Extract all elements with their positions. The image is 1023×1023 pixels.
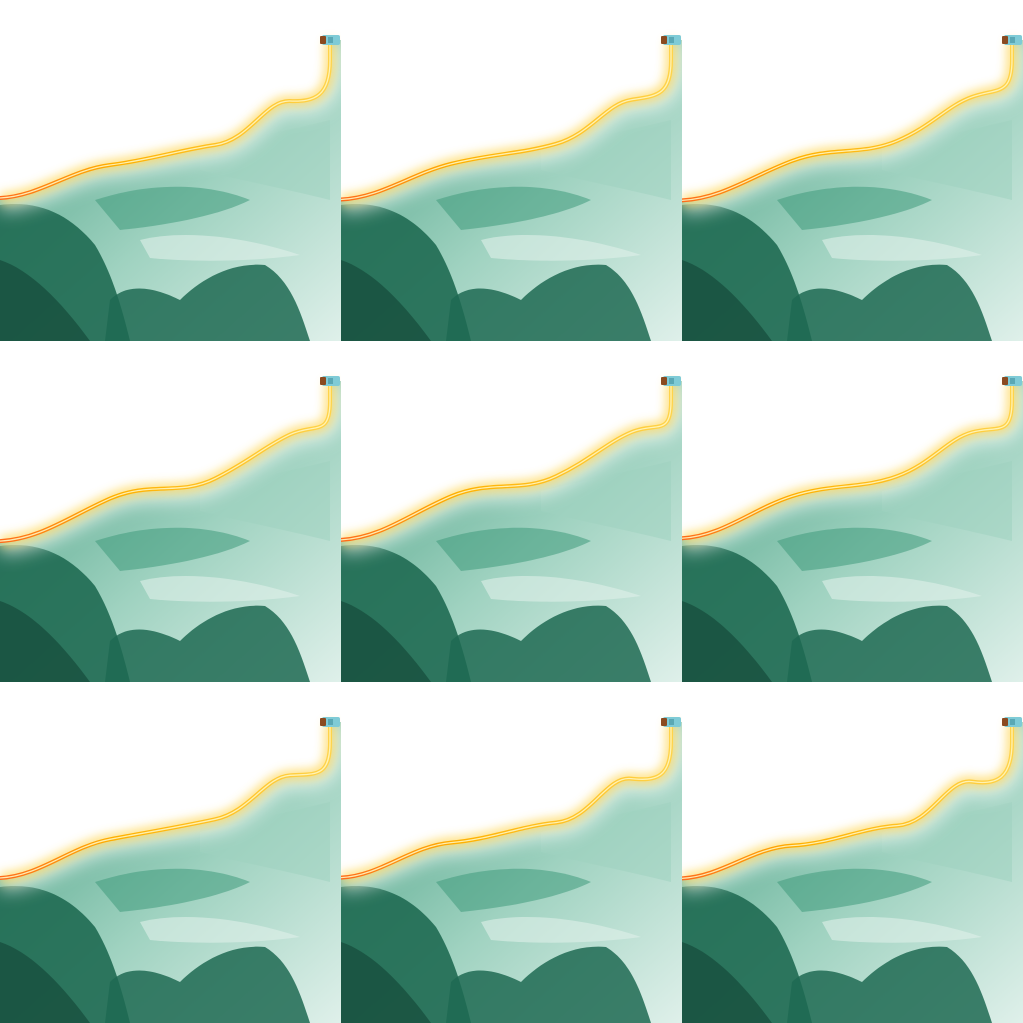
energy-emitter-icon [320, 35, 340, 45]
mountains [0, 120, 330, 341]
energy-emitter-icon [661, 35, 681, 45]
frame-9 [682, 682, 1023, 1023]
frame-1 [0, 0, 341, 341]
frame-4 [0, 341, 341, 682]
energy-emitter-icon [1002, 35, 1022, 45]
mountains [682, 461, 1012, 682]
frame-6 [682, 341, 1023, 682]
energy-emitter-icon [661, 376, 681, 386]
frame-5 [341, 341, 682, 682]
mountains [0, 802, 330, 1023]
energy-emitter-icon [661, 717, 681, 727]
mountains [0, 461, 330, 682]
mountains [341, 461, 671, 682]
energy-emitter-icon [320, 717, 340, 727]
frame-2 [341, 0, 682, 341]
mountains [682, 802, 1012, 1023]
mountains [341, 802, 671, 1023]
energy-emitter-icon [1002, 717, 1022, 727]
energy-emitter-icon [320, 376, 340, 386]
mountains [682, 120, 1012, 341]
frame-8 [341, 682, 682, 1023]
energy-emitter-icon [1002, 376, 1022, 386]
frame-7 [0, 682, 341, 1023]
mountains [341, 120, 671, 341]
frame-3 [682, 0, 1023, 341]
